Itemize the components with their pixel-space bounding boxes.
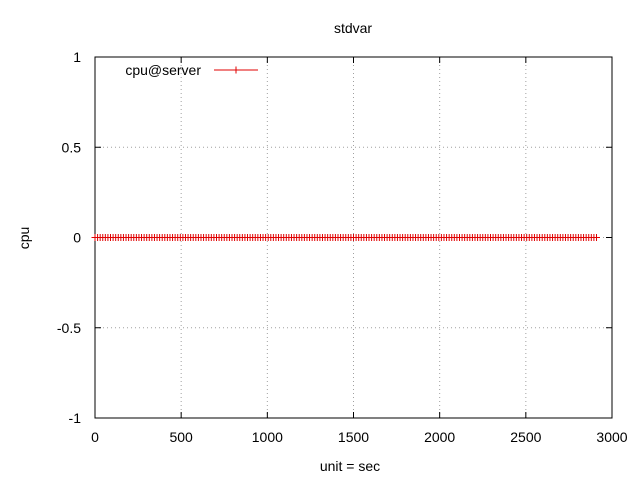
x-tick-label: 1500	[338, 429, 369, 445]
y-tick-label: 0.5	[62, 139, 82, 155]
y-axis: -1 -0.5 0 0.5 1	[57, 49, 612, 426]
series-group	[91, 234, 600, 241]
x-tick-label: 3000	[596, 429, 627, 445]
chart-title: stdvar	[334, 20, 372, 36]
y-tick-label: 0	[73, 230, 81, 246]
x-axis: 0 500 1000 1500 2000 2500 3000	[91, 57, 628, 445]
legend: cpu@server	[125, 62, 258, 78]
x-tick-label: 2000	[424, 429, 455, 445]
y-axis-label: cpu	[16, 227, 32, 250]
x-tick-label: 0	[91, 429, 99, 445]
y-tick-label: 1	[73, 49, 81, 65]
x-tick-label: 2500	[510, 429, 541, 445]
x-axis-label: unit = sec	[320, 458, 380, 474]
data-point	[592, 234, 600, 241]
legend-label-cpu-server: cpu@server	[125, 62, 201, 78]
x-tick-label: 1000	[252, 429, 283, 445]
y-tick-label: -1	[69, 410, 82, 426]
y-tick-label: -0.5	[57, 320, 81, 336]
x-tick-label: 500	[169, 429, 193, 445]
